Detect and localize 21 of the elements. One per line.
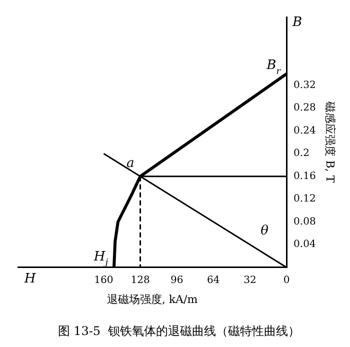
text: 图 13-5 钡铁氧体的退磁曲线（磁特性曲线） <box>58 324 300 338</box>
y-tick-label: 0.12 <box>294 194 316 205</box>
x-tick-label: 160 <box>94 274 114 286</box>
y-tick-label: 0.04 <box>294 239 316 250</box>
y-tick-label: 0.16 <box>294 170 316 182</box>
x-tick-label: 0 <box>283 274 290 286</box>
y-tick-label: 0.2 <box>294 148 310 160</box>
y-tick-label: 0.08 <box>294 216 316 228</box>
x-tick-label: 128 <box>130 274 150 286</box>
x-tick-label: 64 <box>207 274 220 286</box>
x-axis-title: 退磁场强度, kA/m <box>106 292 198 306</box>
y-tick-label: 0.24 <box>294 125 316 136</box>
annotation: a <box>126 156 134 172</box>
y-tick-label: 0.28 <box>294 102 316 114</box>
y-axis-title: 磁感应强度 B, T <box>324 100 337 184</box>
y-tick-label: 0.32 <box>294 80 316 91</box>
x-tick-label: 32 <box>244 274 256 286</box>
annotation: θ <box>260 223 269 238</box>
text: B <box>292 14 302 30</box>
text: H <box>23 271 36 286</box>
x-tick-label: 96 <box>170 274 184 286</box>
